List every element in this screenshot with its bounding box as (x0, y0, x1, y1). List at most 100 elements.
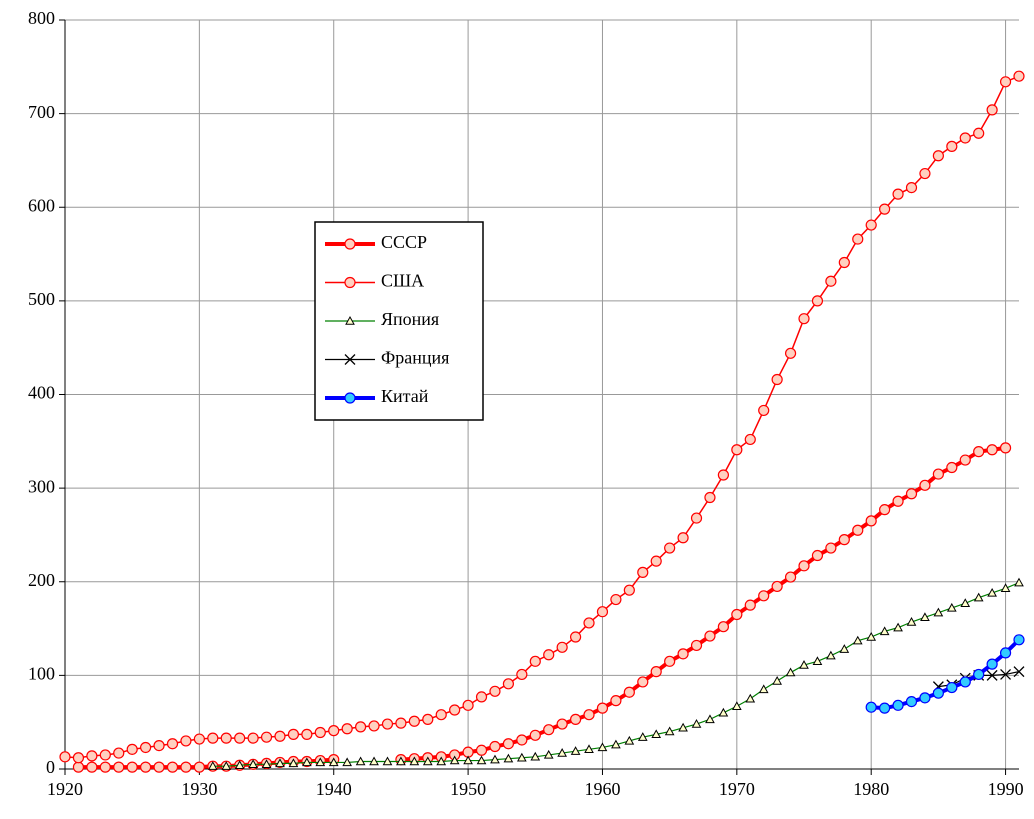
data-point (503, 753, 514, 763)
data-point (166, 738, 179, 750)
data-point (920, 612, 930, 622)
data-point (690, 639, 703, 652)
data-point (435, 709, 447, 721)
data-point (825, 275, 837, 287)
data-point (704, 630, 716, 642)
data-point (933, 607, 944, 617)
data-point (166, 761, 179, 773)
data-point (906, 616, 917, 626)
data-point (382, 756, 393, 766)
y-tick-label: 0 (46, 757, 55, 777)
x-tick-label: 1920 (47, 779, 83, 799)
data-point (530, 751, 541, 761)
data-point (502, 738, 515, 750)
data-point (369, 756, 379, 766)
data-point (973, 127, 985, 139)
data-point (288, 758, 299, 768)
legend-marker (344, 276, 356, 289)
data-point (72, 752, 85, 764)
x-tick-label: 1930 (181, 779, 217, 799)
data-point (502, 678, 515, 690)
x-tick-label: 1940 (316, 779, 352, 799)
data-point (355, 721, 367, 733)
data-point (758, 404, 770, 417)
data-point (731, 444, 743, 456)
data-point (153, 761, 165, 773)
data-point (610, 695, 622, 707)
data-point (207, 732, 219, 744)
data-point (516, 668, 528, 681)
data-point (651, 729, 662, 739)
data-point (449, 704, 461, 716)
data-point (946, 461, 958, 474)
data-point (475, 744, 488, 756)
data-point (758, 590, 770, 602)
data-point (489, 685, 501, 697)
data-point (220, 732, 232, 744)
x-tick-label: 1980 (853, 779, 889, 799)
data-point (86, 761, 98, 773)
data-point (932, 687, 944, 699)
data-point (838, 534, 850, 546)
data-point (1013, 634, 1025, 646)
legend: СССР США Япония Франция Китай (314, 221, 484, 421)
data-point (879, 702, 891, 714)
data-point (59, 751, 71, 763)
data-point (893, 622, 903, 632)
data-point (597, 742, 608, 752)
data-point (610, 593, 622, 606)
data-point (852, 233, 864, 245)
data-point (207, 761, 218, 770)
data-point (986, 104, 998, 116)
data-point (543, 649, 555, 661)
data-point (919, 167, 931, 180)
data-point (973, 446, 985, 458)
data-point (381, 718, 394, 730)
y-tick-label: 800 (28, 8, 55, 28)
data-point (852, 524, 864, 536)
y-tick-label: 600 (28, 195, 55, 215)
data-point (422, 713, 434, 725)
data-point (556, 641, 568, 653)
data-point (664, 726, 675, 736)
data-point (328, 725, 340, 737)
data-point (798, 560, 810, 572)
data-point (234, 760, 245, 769)
data-point (932, 468, 944, 480)
data-point (892, 699, 904, 711)
data-point (1000, 583, 1011, 593)
data-point (611, 739, 621, 749)
data-point (584, 744, 594, 754)
data-point (368, 720, 380, 732)
legend-marker (345, 315, 355, 325)
data-point (811, 295, 824, 307)
data-point (302, 757, 312, 767)
data-point (705, 714, 715, 724)
data-point (986, 658, 998, 670)
data-point (717, 469, 729, 481)
y-tick-label: 100 (28, 664, 55, 684)
data-point (999, 647, 1012, 659)
y-tick-label: 700 (28, 102, 55, 122)
data-point (180, 761, 192, 773)
data-point (596, 606, 609, 618)
data-point (865, 515, 877, 527)
data-point (919, 479, 931, 491)
data-point (476, 755, 487, 765)
data-point (785, 667, 796, 677)
data-point (784, 347, 797, 359)
data-point (987, 587, 997, 597)
data-point (879, 626, 890, 636)
data-point (892, 188, 904, 200)
data-point (126, 761, 138, 773)
data-point (221, 761, 232, 770)
data-point (798, 313, 810, 325)
data-point (543, 749, 554, 759)
data-point (986, 444, 998, 456)
data-point (261, 759, 272, 769)
data-point (919, 692, 931, 704)
data-point (973, 668, 985, 681)
data-point (247, 732, 259, 744)
legend-label: СССР (381, 232, 427, 252)
